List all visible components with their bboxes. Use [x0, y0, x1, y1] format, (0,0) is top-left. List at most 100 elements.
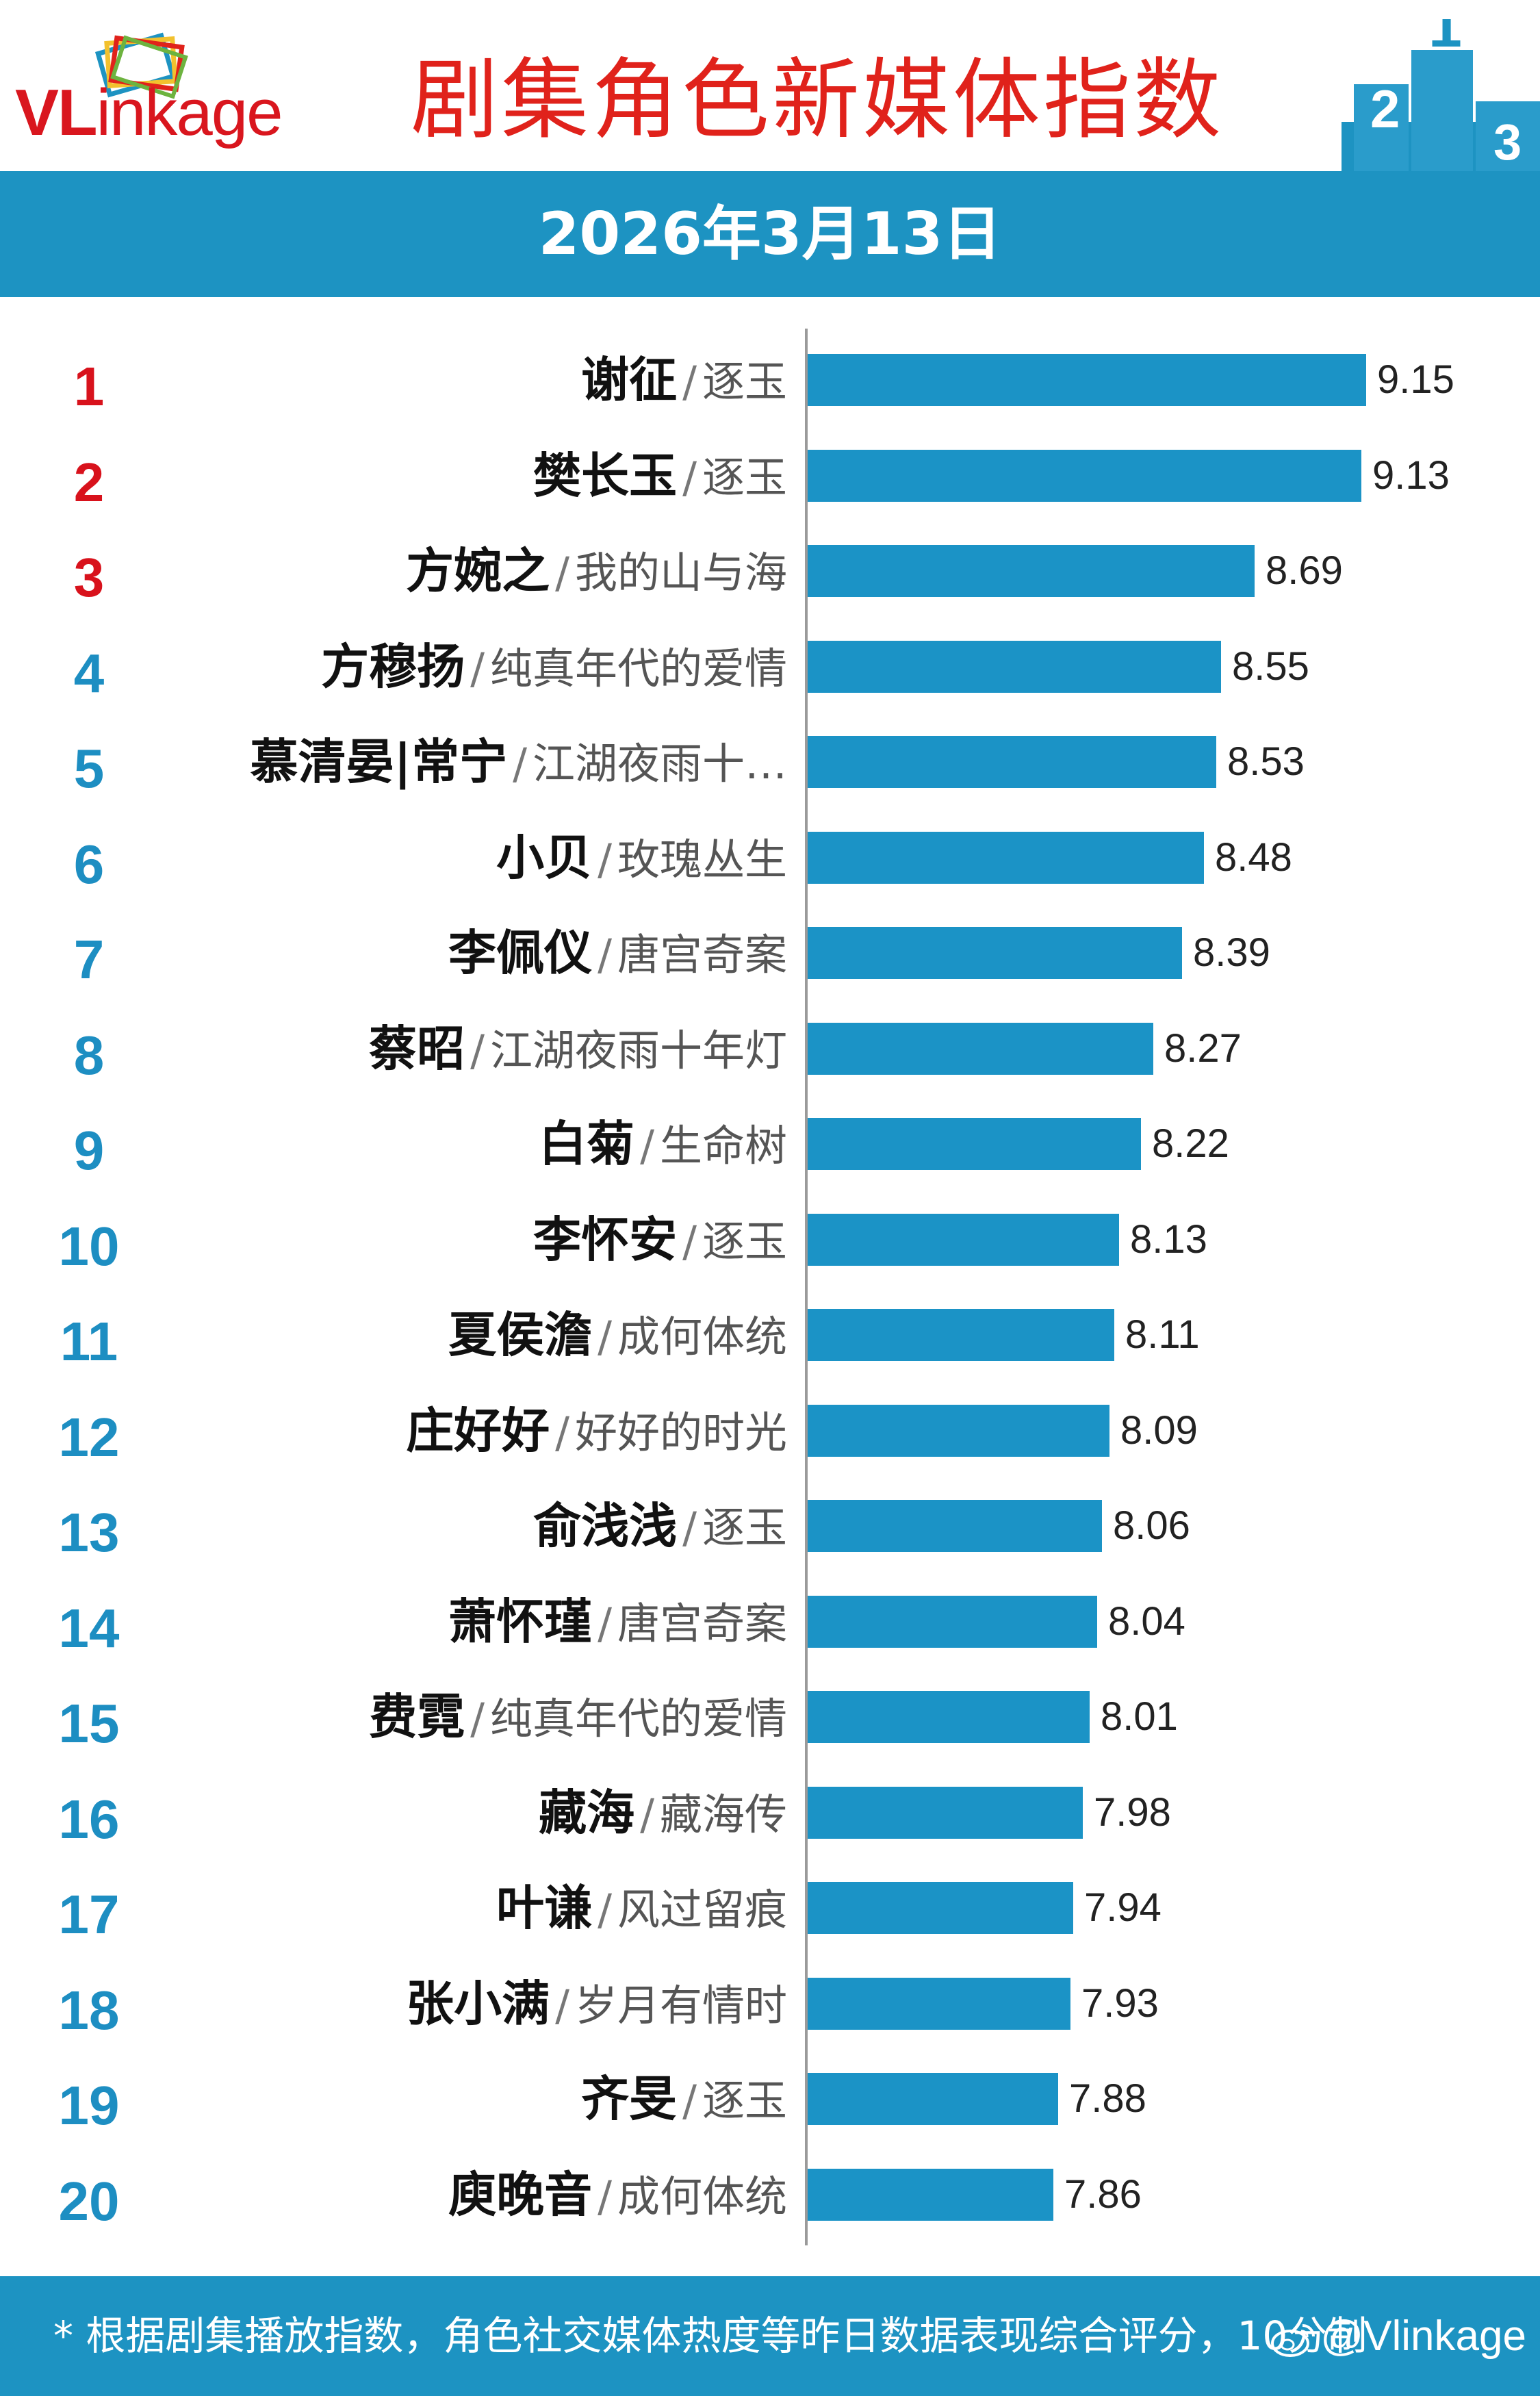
show-title: 纯真年代的爱情: [489, 643, 787, 693]
value-label-11: 8.11: [1125, 1312, 1200, 1357]
bar-17: [808, 1882, 1073, 1934]
character-name: 夏侯澹: [448, 1307, 593, 1363]
label-separator: /: [640, 1789, 654, 1839]
rank-number-7: 7: [73, 929, 105, 990]
bar-15: [808, 1691, 1090, 1743]
character-name: 叶谦: [496, 1880, 593, 1936]
rank-number-13: 13: [58, 1502, 120, 1563]
footnote: * 根据剧集播放指数，角色社交媒体热度等昨日数据表现综合评分，10分制: [53, 2312, 1368, 2359]
rank-number-3: 3: [73, 547, 105, 608]
rank-number-18: 18: [58, 1979, 120, 2041]
label-separator: /: [513, 739, 527, 789]
character-name: 李怀安: [533, 1211, 678, 1268]
bar-13: [808, 1500, 1102, 1552]
row-label-15: 费霓 / 纯真年代的爱情: [369, 1684, 787, 1750]
chart-axis-line: [805, 329, 808, 2245]
bar-7: [808, 927, 1182, 979]
show-title: 玫瑰丛生: [617, 834, 787, 884]
row-label-19: 齐旻 / 逐玉: [581, 2066, 787, 2132]
watermark-text: @Vlinkage: [1320, 2312, 1526, 2360]
bar-8: [808, 1022, 1153, 1075]
show-title: 风过留痕: [617, 1885, 787, 1935]
show-title: 唐宫奇案: [617, 1598, 787, 1648]
character-name: 谢征: [581, 352, 678, 408]
show-title: 岁月有情时: [574, 1980, 787, 2030]
show-title: 江湖夜雨十…: [532, 739, 787, 789]
value-label-2: 9.13: [1372, 453, 1450, 498]
rank-number-14: 14: [58, 1597, 120, 1659]
show-title: 逐玉: [702, 357, 787, 407]
show-title: 逐玉: [702, 1503, 787, 1553]
value-label-19: 7.88: [1069, 2076, 1146, 2121]
value-label-10: 8.13: [1130, 1216, 1207, 1262]
character-name: 蔡昭: [369, 1020, 465, 1077]
show-title: 纯真年代的爱情: [489, 1694, 787, 1744]
row-label-2: 樊长玉 / 逐玉: [533, 443, 787, 509]
label-separator: /: [640, 1121, 654, 1171]
character-name: 慕清晏|常宁: [250, 734, 508, 790]
character-name: 小贝: [496, 829, 593, 886]
value-label-12: 8.09: [1120, 1407, 1198, 1453]
bar-9: [808, 1118, 1141, 1170]
character-name: 方婉之: [406, 543, 550, 599]
value-label-16: 7.98: [1094, 1789, 1171, 1835]
label-separator: /: [682, 2076, 697, 2126]
label-separator: /: [470, 643, 485, 693]
podium-number-2: 2: [1370, 79, 1400, 139]
show-title: 逐玉: [702, 1216, 787, 1266]
label-separator: /: [598, 1885, 612, 1935]
label-separator: /: [682, 1503, 697, 1553]
value-label-17: 7.94: [1084, 1885, 1162, 1930]
label-separator: /: [555, 548, 569, 598]
value-label-18: 7.93: [1081, 1980, 1159, 2026]
logo-frames-icon: [94, 32, 188, 99]
podium-number-1: 1: [1428, 19, 1462, 60]
rank-number-19: 19: [58, 2075, 120, 2136]
character-name: 李佩仪: [448, 925, 593, 981]
value-label-5: 8.53: [1227, 739, 1305, 784]
label-separator: /: [555, 1980, 569, 2030]
show-title: 藏海传: [659, 1789, 787, 1839]
logo-wordmark: VLinkage: [15, 75, 283, 151]
rank-number-20: 20: [58, 2170, 120, 2232]
row-label-17: 叶谦 / 风过留痕: [496, 1875, 787, 1941]
row-label-9: 白菊 / 生命树: [539, 1111, 787, 1177]
rank-number-17: 17: [58, 1884, 120, 1945]
rank-number-8: 8: [73, 1024, 105, 1086]
value-label-7: 8.39: [1193, 930, 1270, 975]
rank-number-5: 5: [73, 738, 105, 799]
bar-1: [808, 354, 1366, 406]
bar-14: [808, 1595, 1097, 1648]
character-name: 张小满: [406, 1975, 550, 2032]
row-label-10: 李怀安 / 逐玉: [533, 1207, 787, 1273]
rank-number-11: 11: [60, 1311, 118, 1372]
row-label-7: 李佩仪 / 唐宫奇案: [448, 920, 787, 986]
value-label-4: 8.55: [1232, 643, 1309, 689]
rank-number-6: 6: [73, 833, 105, 895]
show-title: 逐玉: [702, 2076, 787, 2126]
bar-3: [808, 545, 1255, 597]
label-separator: /: [598, 1598, 612, 1648]
bar-10: [808, 1213, 1119, 1266]
row-label-6: 小贝 / 玫瑰丛生: [496, 825, 787, 891]
character-name: 樊长玉: [533, 447, 678, 504]
rank-number-9: 9: [73, 1120, 105, 1181]
label-separator: /: [682, 452, 697, 502]
weibo-watermark: @Vlinkage: [1270, 2276, 1526, 2396]
row-label-5: 慕清晏|常宁 / 江湖夜雨十…: [251, 729, 787, 795]
show-title: 江湖夜雨十年灯: [489, 1025, 787, 1075]
character-name: 俞浅浅: [533, 1498, 678, 1554]
character-name: 萧怀瑾: [448, 1593, 593, 1650]
label-separator: /: [598, 930, 612, 980]
value-label-1: 9.15: [1377, 357, 1454, 402]
bar-2: [808, 449, 1361, 502]
date-text: 2026年3月13日: [538, 200, 1002, 268]
podium-icon: 2 1 3: [1342, 19, 1540, 173]
label-separator: /: [598, 1312, 612, 1362]
value-label-8: 8.27: [1164, 1025, 1242, 1071]
bar-11: [808, 1309, 1114, 1361]
show-title: 成何体统: [617, 2171, 787, 2221]
character-name: 齐旻: [581, 2071, 678, 2127]
row-label-13: 俞浅浅 / 逐玉: [533, 1493, 787, 1559]
